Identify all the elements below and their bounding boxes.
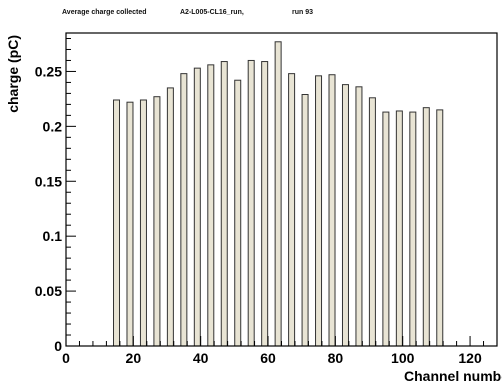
- y-axis-label: charge (pC): [5, 35, 21, 113]
- bar: [153, 96, 161, 347]
- bar: [220, 61, 228, 347]
- x-tick-label: 120: [458, 350, 482, 366]
- x-tick-label: 40: [193, 350, 209, 366]
- bar: [113, 99, 121, 347]
- x-tick-label: 0: [62, 350, 70, 366]
- bar: [139, 99, 147, 347]
- bar: [207, 64, 215, 347]
- bar: [382, 111, 390, 347]
- bar: [180, 73, 188, 347]
- y-tick-label: 0.15: [35, 173, 62, 189]
- bar: [355, 86, 363, 347]
- bar: [368, 97, 376, 347]
- bar: [288, 73, 296, 347]
- chart-title: Average charge collected A2-L005-CL16_ru…: [62, 9, 313, 16]
- y-tick-label: 0.25: [35, 63, 62, 79]
- bar: [436, 109, 444, 347]
- bar: [395, 110, 403, 347]
- bar: [409, 111, 417, 347]
- x-tick-label: 100: [391, 350, 415, 366]
- bar: [341, 84, 349, 347]
- bar: [315, 75, 323, 347]
- y-tick-label: 0.05: [35, 283, 62, 299]
- x-axis-ticks: 0 20 40 60 80 100 120: [62, 336, 498, 366]
- chart-title-part: Average charge collected: [62, 9, 147, 16]
- y-axis-ticks: 0 0.05 0.1 0.15 0.2 0.25: [35, 37, 76, 354]
- bar: [422, 107, 430, 347]
- x-tick-label: 80: [328, 350, 344, 366]
- bar: [301, 94, 309, 347]
- bar: [261, 61, 269, 347]
- x-axis-label: Channel numbe: [404, 368, 502, 384]
- bar: [126, 101, 134, 347]
- chart-title-part: A2-L005-CL16_run,: [180, 9, 244, 16]
- bar: [193, 67, 201, 347]
- y-tick-label: 0: [54, 338, 62, 354]
- bar: [274, 41, 282, 347]
- bar: [247, 59, 255, 347]
- bar: [166, 87, 174, 347]
- bar: [328, 74, 336, 347]
- x-tick-label: 60: [260, 350, 276, 366]
- bar: [234, 79, 242, 347]
- y-tick-label: 0.1: [43, 228, 63, 244]
- bars-group: [113, 41, 444, 347]
- x-tick-label: 20: [126, 350, 142, 366]
- chart-title-part: run 93: [292, 9, 313, 16]
- y-tick-label: 0.2: [43, 118, 63, 134]
